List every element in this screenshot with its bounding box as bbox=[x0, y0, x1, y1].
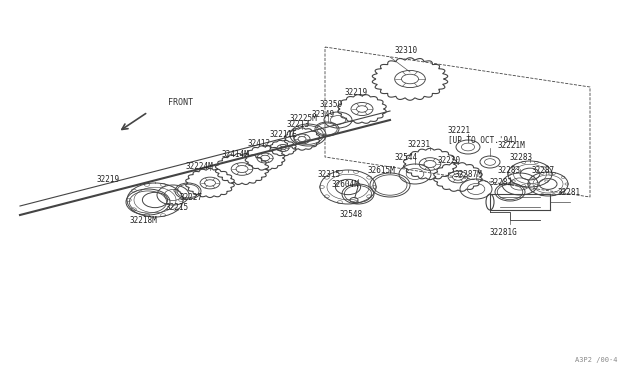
Text: 32221M: 32221M bbox=[498, 141, 525, 150]
Text: 32224M: 32224M bbox=[185, 161, 212, 170]
Text: 32219: 32219 bbox=[97, 174, 120, 183]
Text: 32604N: 32604N bbox=[332, 180, 360, 189]
Text: 32349: 32349 bbox=[312, 109, 335, 119]
Text: 32548: 32548 bbox=[340, 209, 363, 218]
Text: 32215: 32215 bbox=[165, 202, 188, 212]
Text: A3P2 /00·4: A3P2 /00·4 bbox=[575, 357, 618, 363]
Text: 32350: 32350 bbox=[320, 99, 343, 109]
Text: 32221: 32221 bbox=[448, 125, 471, 135]
Text: 32283: 32283 bbox=[510, 153, 533, 161]
Text: 32412: 32412 bbox=[248, 138, 271, 148]
Text: 32211E: 32211E bbox=[270, 129, 298, 138]
Text: 32287: 32287 bbox=[532, 166, 555, 174]
Text: 32310: 32310 bbox=[395, 45, 418, 55]
Text: 32213: 32213 bbox=[287, 119, 310, 128]
Text: 32414M: 32414M bbox=[222, 150, 250, 158]
Text: 32287M: 32287M bbox=[455, 170, 483, 179]
Text: 32283: 32283 bbox=[498, 166, 521, 174]
Text: 32218M: 32218M bbox=[130, 215, 157, 224]
Text: 32231: 32231 bbox=[408, 140, 431, 148]
Text: 32227: 32227 bbox=[180, 192, 203, 202]
Text: 32220: 32220 bbox=[438, 155, 461, 164]
Text: 32281: 32281 bbox=[558, 187, 581, 196]
Text: 32544: 32544 bbox=[395, 153, 418, 161]
Text: 32225M: 32225M bbox=[290, 113, 317, 122]
Text: 32615M: 32615M bbox=[368, 166, 396, 174]
Text: FRONT: FRONT bbox=[168, 97, 193, 106]
Text: [UP TO OCT.'94]: [UP TO OCT.'94] bbox=[448, 135, 517, 144]
Text: 32315: 32315 bbox=[318, 170, 341, 179]
Text: 32282: 32282 bbox=[490, 177, 513, 186]
Text: 32281G: 32281G bbox=[490, 228, 518, 237]
Text: 32219: 32219 bbox=[345, 87, 368, 96]
